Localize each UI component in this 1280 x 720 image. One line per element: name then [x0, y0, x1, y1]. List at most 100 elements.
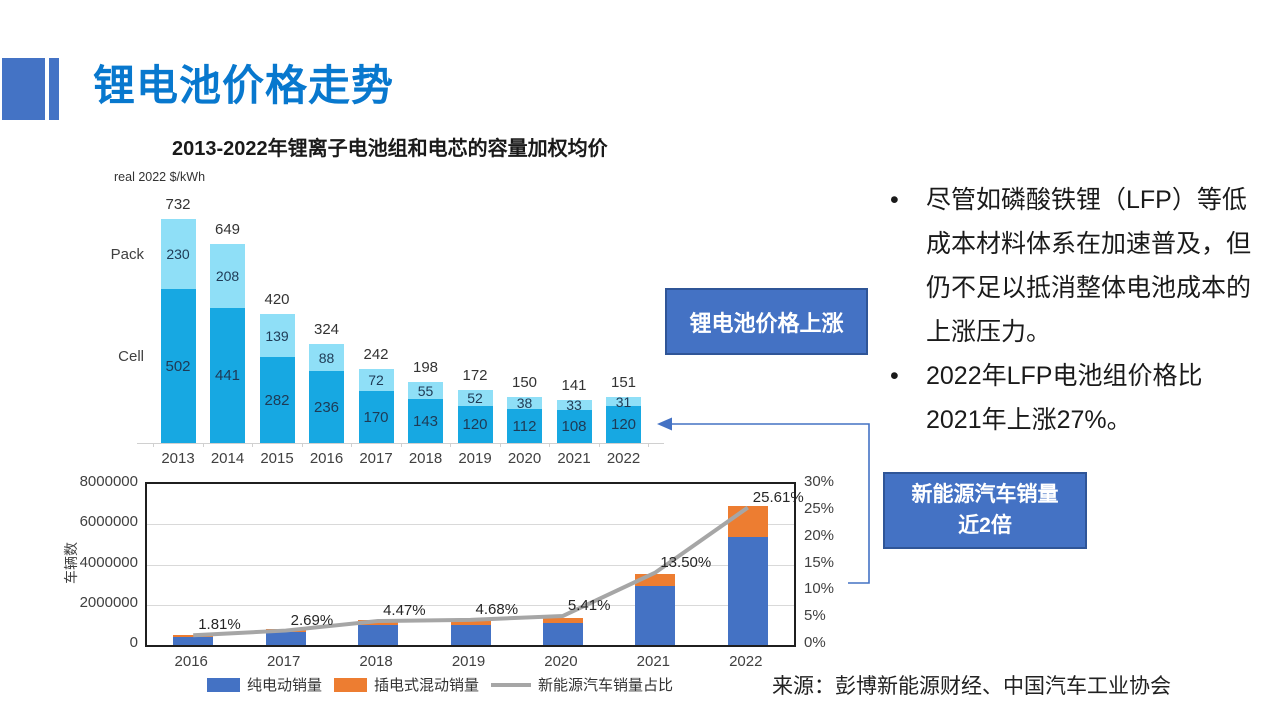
line-label: 4.47%: [383, 602, 426, 619]
year-label-2015: 2015: [260, 450, 294, 467]
legend-item-纯电动销量: 纯电动销量: [206, 674, 322, 695]
left-tick-2000000: 2000000: [79, 593, 138, 611]
battery-price-chart-title: 2013-2022年锂离子电池组和电芯的容量加权均价: [172, 138, 608, 160]
x-label-2017: 2017: [266, 653, 301, 670]
x-label-2019: 2019: [451, 653, 486, 670]
line-label: 5.41%: [567, 596, 611, 614]
bullet-item: • 尽管如磷酸铁锂（LFP）等低成本材料体系在加速普及，但仍不足以抵消整体电池成…: [890, 178, 1258, 354]
line-label: 4.68%: [475, 600, 519, 618]
callout-battery-text: 锂电池价格上涨: [689, 310, 844, 336]
year-label-2019: 2019: [458, 450, 492, 467]
year-label-2014: 2014: [210, 450, 245, 467]
bev-bar-2020: [542, 622, 583, 645]
gridline: [147, 524, 794, 526]
legend-swatch: [206, 677, 240, 692]
bev-bar-2016: [173, 636, 214, 645]
x-label-2020: 2020: [544, 653, 578, 670]
connector-arrow: [657, 417, 870, 584]
battery-price-chart: 2013-2022年锂离子电池组和电芯的容量加权均价 real 2022 $/k…: [110, 128, 690, 473]
total-label-2015: 420: [264, 291, 290, 308]
nev-legend: 纯电动销量 插电式混动销量 新能源汽车销量占比: [60, 674, 820, 695]
total-label-2022: 151: [610, 374, 637, 391]
series-label-cell: Cell: [118, 348, 144, 365]
bullet-text: 尽管如磷酸铁锂（LFP）等低成本材料体系在加速普及，但仍不足以抵消整体电池成本的…: [926, 186, 1252, 346]
total-label-2018: 198: [412, 359, 439, 376]
year-label-2018: 2018: [408, 450, 443, 467]
callout-nev-line2: 近2倍: [958, 513, 1012, 537]
legend-label: 插电式混动销量: [373, 677, 479, 694]
slide-title: 锂电池价格走势: [93, 62, 395, 109]
right-tick-20%: 20%: [804, 526, 835, 544]
pack-segment-2016: 88: [309, 344, 344, 371]
legend-label: 纯电动销量: [246, 677, 322, 694]
bev-bar-2019: [450, 625, 491, 645]
bullet-marker: •: [890, 362, 899, 390]
nev-share-line: [193, 505, 749, 638]
legend-line-swatch: [491, 682, 531, 687]
callout-nev-sales: 新能源汽车销量 近2倍: [883, 472, 1087, 549]
total-label-2017: 242: [363, 346, 389, 363]
callout-nev-line1: 新能源汽车销量: [911, 483, 1059, 507]
pack-segment-2022: 31: [606, 394, 641, 410]
right-tick-5%: 5%: [804, 607, 826, 625]
left-tick-0: 0: [129, 634, 138, 651]
year-label-2016: 2016: [309, 450, 344, 467]
pack-segment-2013: 230: [160, 219, 196, 289]
legend-swatch: [333, 677, 367, 692]
total-label-2016: 324: [313, 321, 340, 338]
cell-segment-2018: 143: [408, 399, 443, 443]
pack-segment-2018: 55: [408, 382, 443, 399]
line-label: 25.61%: [752, 488, 804, 506]
callout-battery-price-up: 锂电池价格上涨: [665, 288, 868, 355]
x-axis-tick: [301, 443, 303, 447]
x-label-2016: 2016: [174, 653, 208, 670]
pack-segment-2019: 52: [457, 390, 493, 406]
gridline: [147, 564, 794, 566]
accent-bar: [49, 58, 59, 120]
cell-segment-2017: 170: [358, 391, 394, 443]
legend-label: 新能源汽车销量占比: [538, 677, 674, 694]
total-label-2021: 141: [561, 377, 587, 394]
pack-segment-2014: 208: [210, 244, 245, 308]
right-tick-25%: 25%: [804, 499, 835, 517]
bev-bar-2018: [358, 625, 399, 645]
legend-item-新能源汽车销量占比: 新能源汽车销量占比: [491, 674, 673, 695]
total-label-2020: 150: [511, 374, 538, 391]
x-axis-tick: [499, 443, 501, 447]
line-label: 13.50%: [660, 553, 712, 571]
left-tick-4000000: 4000000: [79, 553, 138, 571]
bullet-item: • 2022年LFP电池组价格比2021年上涨27%。: [890, 354, 1258, 442]
total-label-2014: 649: [214, 221, 241, 238]
x-axis-line: [137, 443, 664, 444]
x-label-2022: 2022: [729, 653, 763, 670]
x-axis-tick: [252, 443, 254, 447]
year-label-2020: 2020: [507, 450, 542, 467]
pack-segment-2015: 139: [259, 314, 295, 357]
bullet-marker: •: [890, 186, 899, 214]
left-tick-6000000: 6000000: [79, 513, 138, 531]
cell-segment-2015: 282: [259, 357, 295, 443]
year-label-2021: 2021: [557, 450, 591, 467]
pack-segment-2017: 72: [358, 369, 394, 391]
battery-price-chart-unit: real 2022 $/kWh: [114, 170, 206, 184]
cell-segment-2019: 120: [457, 406, 493, 443]
phev-bar-2022: [727, 506, 768, 538]
line-label: 2.69%: [290, 611, 334, 629]
x-axis-tick: [648, 443, 650, 447]
gridline: [147, 604, 794, 606]
right-tick-0%: 0%: [804, 634, 826, 651]
x-axis-tick: [549, 443, 551, 447]
right-tick-15%: 15%: [804, 553, 835, 571]
cell-segment-2021: 108: [556, 410, 592, 443]
year-label-2022: 2022: [606, 450, 641, 467]
bev-bar-2021: [635, 586, 676, 645]
left-tick-8000000: 8000000: [79, 473, 138, 490]
phev-bar-2019: [450, 620, 491, 626]
bullet-text: 2022年LFP电池组价格比2021年上涨27%。: [926, 362, 1203, 434]
accent-square: [2, 58, 45, 120]
phev-bar-2016: [173, 634, 214, 637]
x-axis-tick: [400, 443, 402, 447]
phev-bar-2020: [542, 617, 583, 623]
bullet-list: • 尽管如磷酸铁锂（LFP）等低成本材料体系在加速普及，但仍不足以抵消整体电池成…: [890, 178, 1258, 442]
